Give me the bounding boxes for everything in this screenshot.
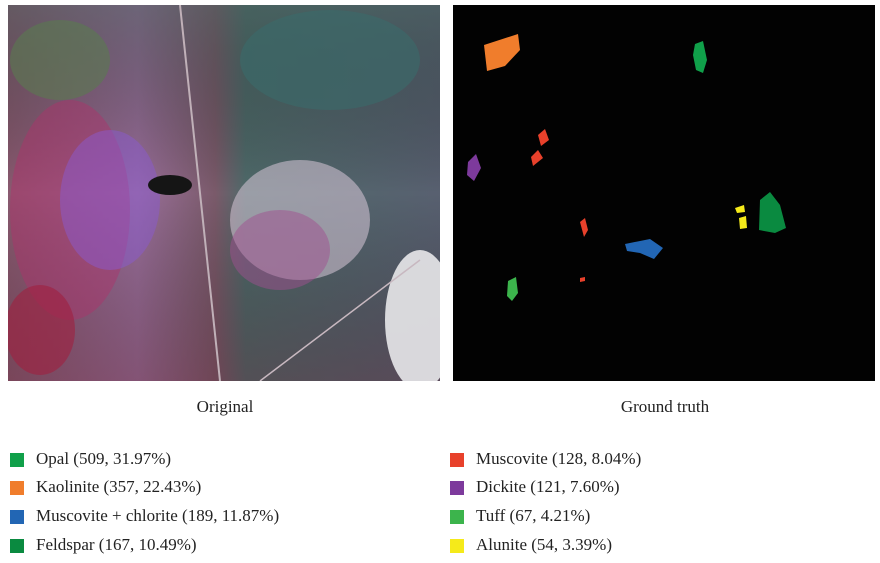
panel-caption: Original	[197, 397, 254, 416]
legend-label: Muscovite (128, 8.04%)	[476, 449, 641, 468]
satellite-image	[5, 5, 455, 390]
page: Figure {"panels": [{"caption": "Original…	[0, 0, 880, 558]
legend-label: Kaolinite (357, 22.43%)	[36, 477, 201, 496]
ground-truth-map	[453, 5, 875, 381]
panel-caption: Ground truth	[621, 397, 710, 416]
legend-swatch	[450, 453, 464, 467]
class-region	[739, 216, 747, 229]
legend-swatch	[450, 481, 464, 495]
legend-swatch	[10, 510, 24, 524]
legend-label: Muscovite + chlorite (189, 11.87%)	[36, 506, 279, 525]
legend-label: Dickite (121, 7.60%)	[476, 477, 620, 496]
legend-label: Alunite (54, 3.39%)	[476, 535, 612, 554]
legend-swatch	[450, 510, 464, 524]
legend-swatch	[10, 539, 24, 553]
legend-swatch	[450, 539, 464, 553]
body: Original Ground truth Opal (509, 31.97%) Ka…	[0, 0, 880, 558]
legend-label: Feldspar (167, 10.49%)	[36, 535, 197, 554]
legend-swatch	[10, 481, 24, 495]
legend-swatch	[10, 453, 24, 467]
figure: Original Ground truth Opal (509, 31.97%) Ka…	[0, 0, 880, 558]
legend-label: Tuff (67, 4.21%)	[476, 506, 590, 525]
legend-label: Opal (509, 31.97%)	[36, 449, 171, 468]
